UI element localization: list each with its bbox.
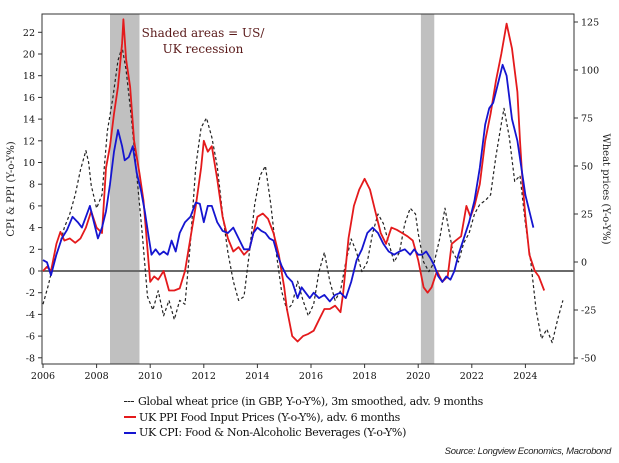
series-line-2 [42, 63, 535, 303]
x-tick-label-8: 2022 [460, 371, 484, 382]
left-tick-label-0: 22 [23, 28, 35, 39]
left-tick-label-10: 2 [29, 245, 35, 256]
legend-label-wheat: Global wheat price (in GBP, Y-o-Y%), 3m … [138, 395, 484, 408]
red-line-marker-icon [124, 416, 136, 419]
x-tick-label-4: 2014 [245, 371, 269, 382]
y-axis-title-left: CPI & PPI (Y-o-Y%) [6, 141, 17, 236]
x-tick-label-5: 2016 [299, 371, 323, 382]
right-tick-label-4: 25 [581, 210, 593, 221]
recession-band-0 [110, 14, 140, 364]
left-tick-label-13: -4 [26, 310, 35, 321]
dashed-line-marker-icon [124, 401, 134, 403]
recession-bands [110, 14, 435, 364]
x-tick-label-1: 2008 [85, 371, 109, 382]
left-tick-label-8: 6 [29, 201, 35, 212]
left-tick-label-11: 0 [29, 267, 35, 278]
y-axis-title-right: Wheat prices (Y-o-Y%) [600, 133, 611, 244]
legend: Global wheat price (in GBP, Y-o-Y%), 3m … [124, 394, 483, 441]
left-tick-label-1: 20 [23, 50, 35, 61]
recession-annotation-line1: Shaded areas = US/ [142, 26, 266, 40]
source-note: Source: Longview Economics, Macrobond [444, 446, 612, 457]
blue-line-marker-icon [124, 431, 136, 434]
left-tick-label-14: -6 [26, 332, 35, 343]
left-tick-label-9: 4 [29, 223, 35, 234]
x-tick-label-0: 2006 [31, 371, 55, 382]
left-tick-label-12: -2 [26, 288, 35, 299]
left-tick-label-2: 18 [23, 71, 35, 82]
legend-label-cpi: UK CPI: Food & Non-Alcoholic Beverages (… [139, 426, 407, 439]
x-tick-label-9: 2024 [513, 371, 537, 382]
right-tick-label-0: 125 [581, 18, 599, 29]
x-axis: 2006 2008 2010 2012 2014 2016 2018 2020 2022 2024 [31, 364, 537, 382]
left-tick-label-3: 16 [23, 93, 35, 104]
x-tick-label-2: 2010 [138, 371, 162, 382]
x-tick-label-3: 2012 [192, 371, 216, 382]
recession-annotation-line2: UK recession [163, 42, 244, 56]
right-tick-label-2: 75 [581, 114, 593, 125]
recession-band-1 [420, 14, 435, 364]
left-tick-label-4: 14 [23, 115, 35, 126]
right-tick-label-7: -50 [581, 354, 596, 365]
x-tick-label-7: 2020 [406, 371, 430, 382]
right-tick-label-1: 100 [581, 66, 599, 77]
left-tick-label-5: 12 [23, 136, 35, 147]
legend-label-ppi: UK PPI Food Input Prices (Y-o-Y%), adv. … [139, 410, 400, 424]
series-line-1 [42, 18, 546, 343]
right-tick-label-6: -25 [581, 306, 596, 317]
right-axis: 125 100 75 50 25 0 -25 -50 [574, 18, 599, 365]
legend-item-wheat: Global wheat price (in GBP, Y-o-Y%), 3m … [124, 394, 483, 410]
legend-item-cpi: UK CPI: Food & Non-Alcoholic Beverages (… [124, 425, 483, 441]
x-tick-label-6: 2018 [353, 371, 377, 382]
right-tick-label-3: 50 [581, 162, 593, 173]
series-layer [42, 18, 564, 344]
series-line-0 [42, 46, 564, 344]
legend-item-ppi: UK PPI Food Input Prices (Y-o-Y%), adv. … [124, 410, 483, 426]
plot-frame [41, 13, 575, 365]
right-tick-label-5: 0 [581, 258, 587, 269]
left-tick-label-6: 10 [23, 158, 35, 169]
left-tick-label-15: -8 [26, 353, 35, 364]
left-tick-label-7: 8 [29, 180, 35, 191]
